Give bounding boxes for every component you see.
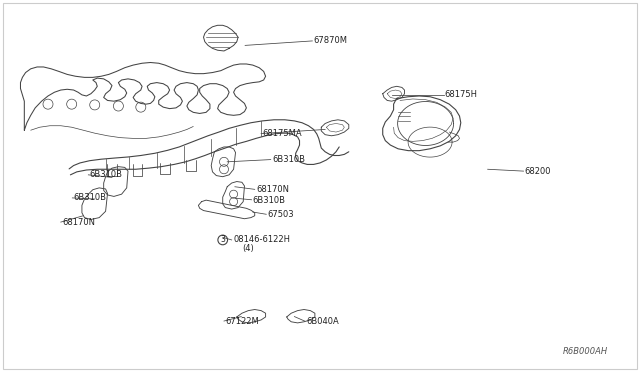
Text: 67503: 67503	[268, 210, 294, 219]
Text: 6B310B: 6B310B	[272, 155, 305, 164]
Text: R6B000AH: R6B000AH	[563, 347, 608, 356]
Text: 68175MA: 68175MA	[262, 129, 302, 138]
Text: 08146-6122H: 08146-6122H	[234, 235, 291, 244]
Text: 67870M: 67870M	[314, 36, 348, 45]
Text: 68170N: 68170N	[62, 218, 95, 227]
Text: 6B310B: 6B310B	[253, 196, 286, 205]
Text: (4): (4)	[242, 244, 253, 253]
Text: 68200: 68200	[525, 167, 551, 176]
Text: 6B040A: 6B040A	[306, 317, 339, 326]
Text: 3: 3	[220, 235, 225, 244]
Text: 6B310B: 6B310B	[74, 193, 107, 202]
Text: 68175H: 68175H	[445, 90, 478, 99]
Text: 68170N: 68170N	[256, 185, 289, 194]
Text: 6B310B: 6B310B	[90, 170, 123, 179]
Text: 67122M: 67122M	[225, 317, 259, 326]
